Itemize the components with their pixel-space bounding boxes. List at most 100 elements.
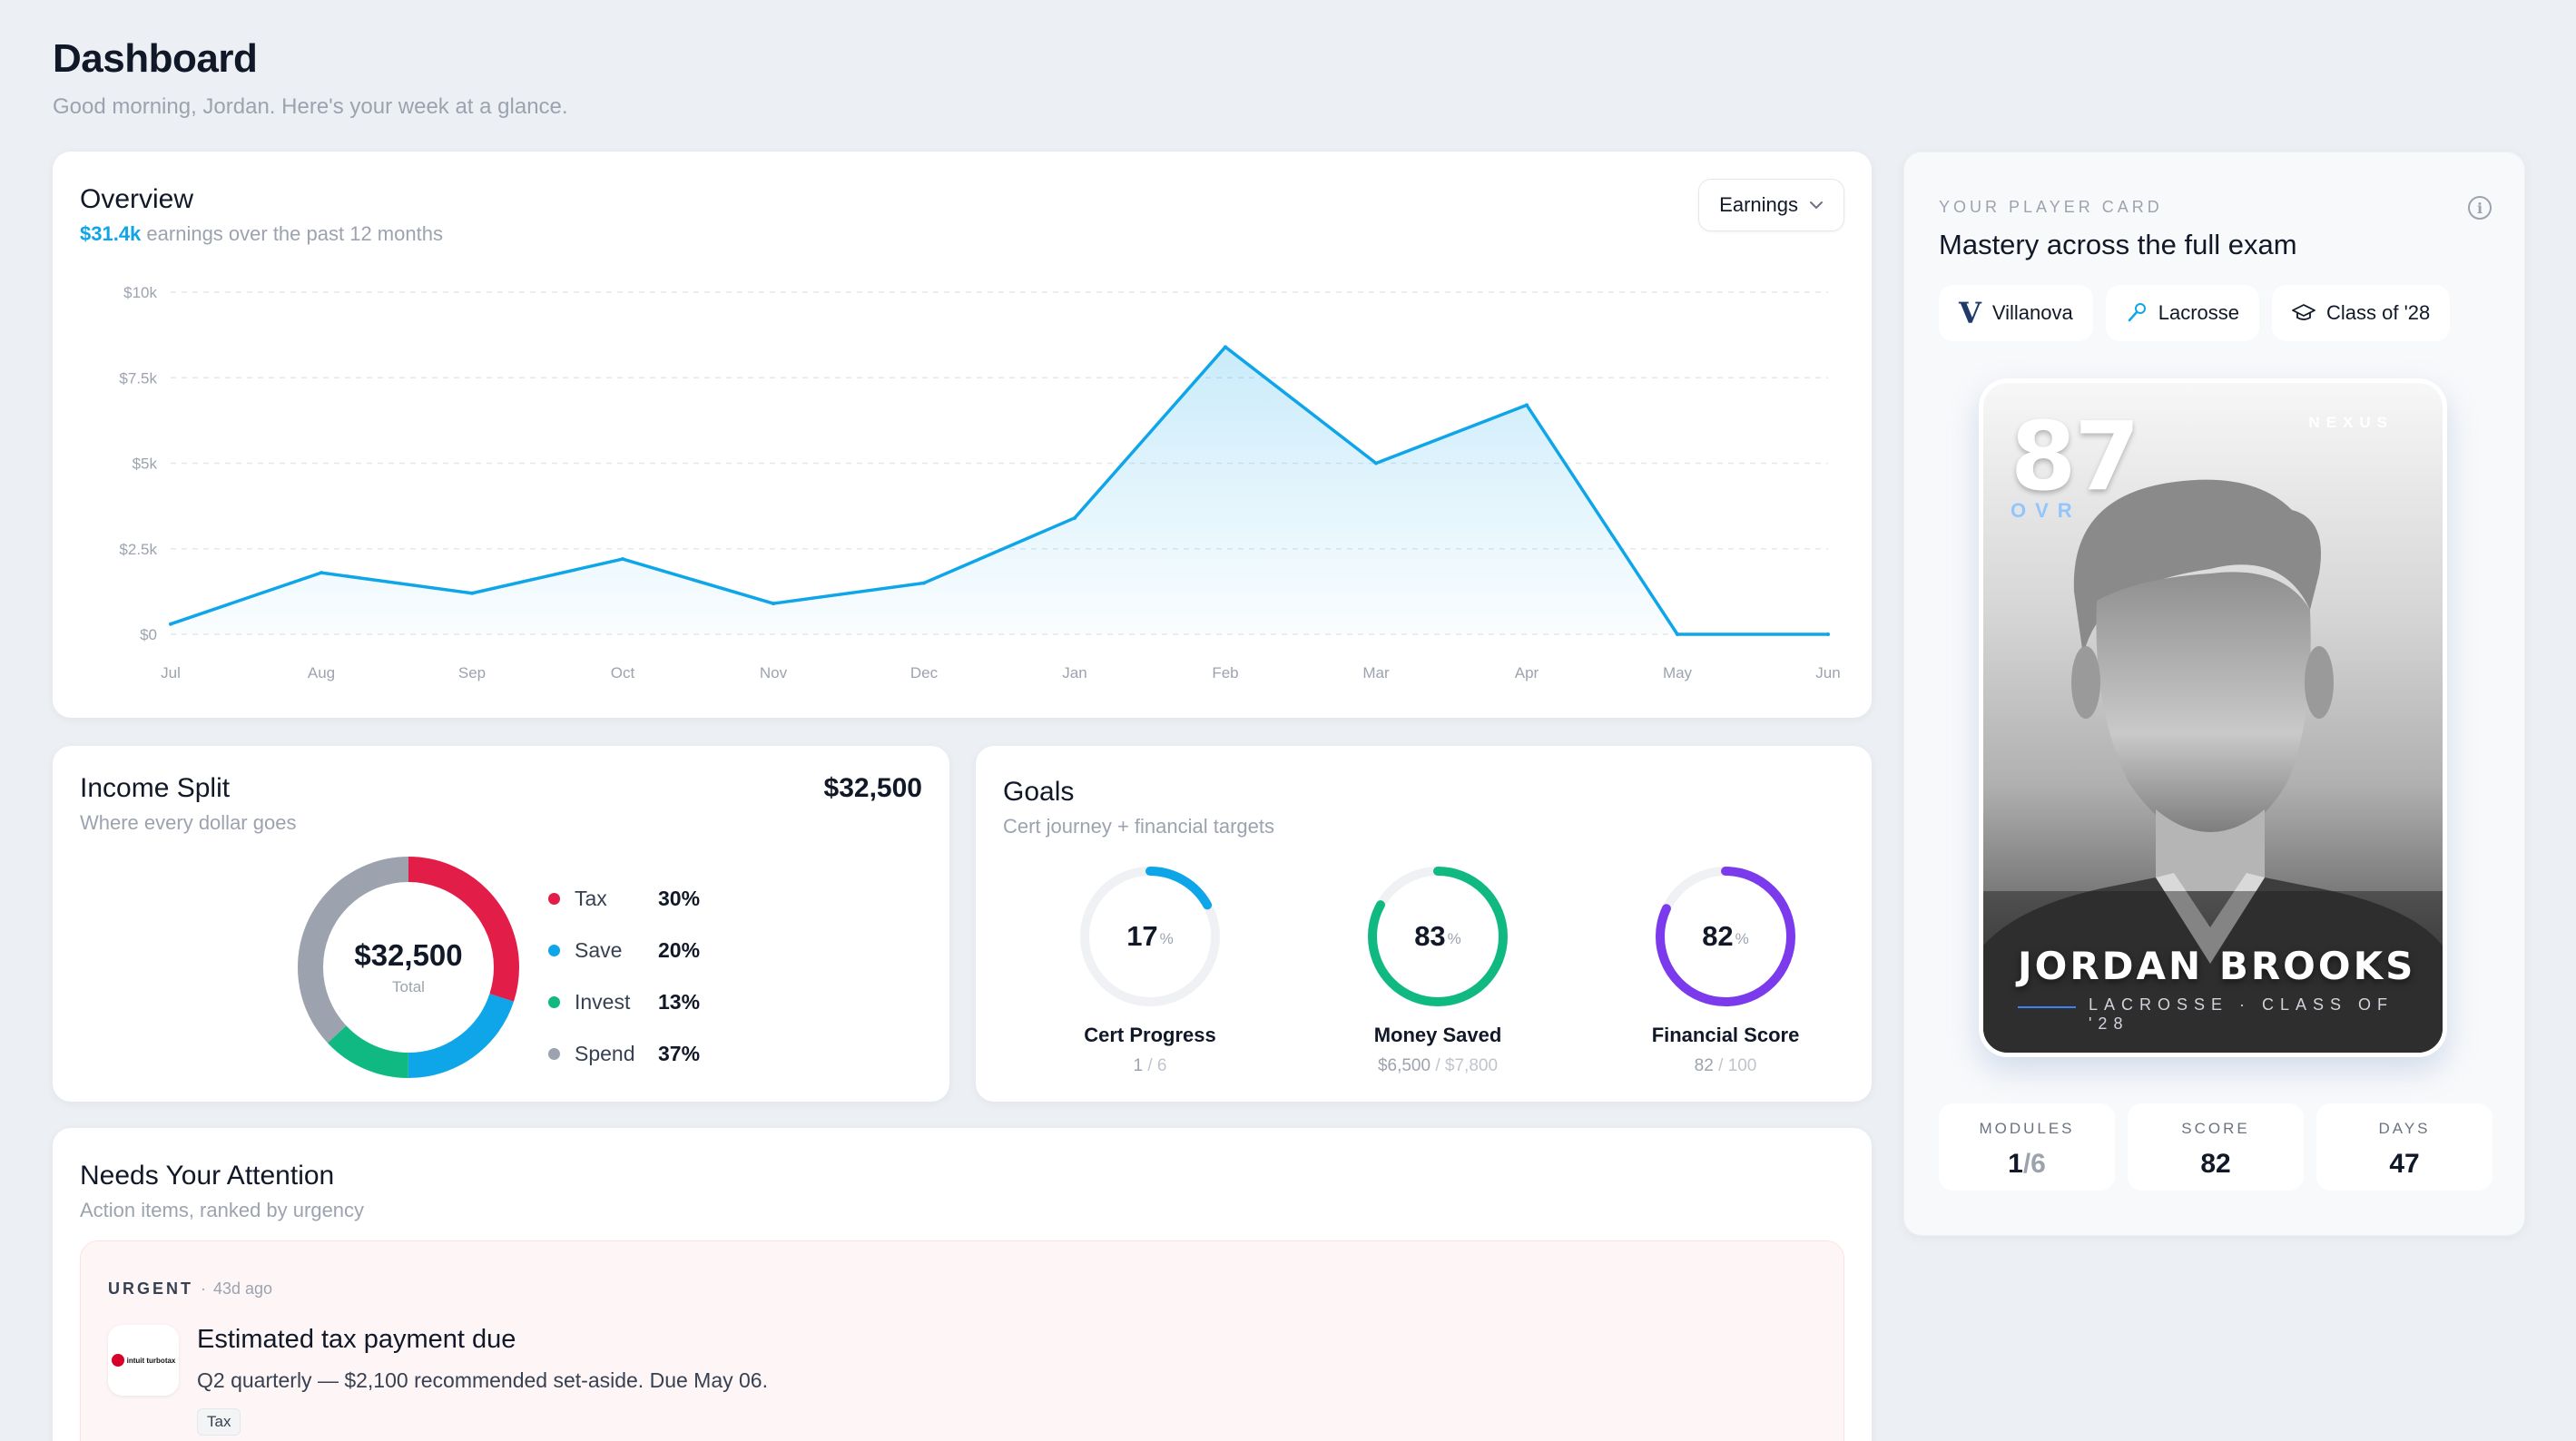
graduation-cap-icon [2292,304,2315,320]
stat-value: 82 [2128,1149,2304,1180]
data-point-may[interactable] [1676,632,1679,636]
goal-label: Cert Progress [1084,1024,1216,1046]
stat-label: MODULES [1979,1120,2075,1137]
data-point-aug[interactable] [320,571,323,575]
income-donut-chart [298,857,519,1078]
goal-detail: $6,500 / $7,800 [1320,1056,1556,1076]
urgency-badge: URGENT [108,1279,193,1298]
chip-class[interactable]: Class of '28 [2272,285,2451,341]
page-title: Dashboard [53,36,258,81]
stat-score: SCORE 82 [2128,1103,2304,1191]
legend-value: 30% [658,887,701,910]
overview-title: Overview [80,184,194,214]
goal-ring: 17% [1077,864,1223,1009]
stat-value-main: 1 [2008,1149,2023,1179]
goal-detail-current: 82 [1694,1056,1714,1075]
income-legend: Tax 30% Save 20% Invest 13% Spend 37% [548,873,700,1080]
overview-amount: $31.4k [80,222,142,245]
goal-percent-unit: % [1447,930,1461,947]
legend-value: 13% [658,990,701,1014]
x-tick-label: Dec [910,664,939,681]
meta-separator: · [201,1279,206,1298]
legend-item-tax: Tax 30% [548,873,700,925]
turbotax-mark-icon [111,1354,124,1367]
income-total: $32,500 [823,773,922,803]
chip-sport[interactable]: Lacrosse [2105,285,2259,341]
alert-item[interactable]: URGENT · 43d ago intuit turbotax Estimated… [80,1240,1844,1441]
player-chips: V Villanova Lacrosse Class of '28 [1939,285,2451,341]
x-tick-label: Jul [161,664,181,681]
goal-detail-target: / 100 [1713,1056,1757,1075]
data-point-jun[interactable] [1826,632,1830,636]
stat-label: DAYS [2378,1120,2431,1137]
data-point-jul[interactable] [169,622,172,626]
accent-divider [2018,1006,2076,1008]
alert-tag: Tax [197,1408,241,1436]
progress-ring [1656,867,1795,1006]
goals-subtitle: Cert journey + financial targets [1003,815,1274,838]
goal-percent: 83% [1365,864,1510,1009]
player-subtitle: LACROSSE · CLASS OF '28 [2089,995,2394,1033]
income-title: Income Split [80,773,231,803]
player-silhouette [1983,479,2443,1053]
page-subtitle: Good morning, Jordan. Here's your week a… [53,94,568,119]
progress-arc [1368,867,1508,1006]
legend-dot [548,893,560,905]
info-icon[interactable]: i [2468,196,2492,220]
goal-detail-current: 1 [1133,1056,1144,1075]
chip-school[interactable]: V Villanova [1939,285,2093,341]
attention-subtitle: Action items, ranked by urgency [80,1199,365,1221]
progress-arc [1656,867,1795,1006]
goal-ring: 83% [1365,864,1510,1009]
overall-rating: 87 [2011,401,2140,512]
goal-percent-unit: % [1159,930,1174,947]
data-point-feb[interactable] [1224,345,1227,349]
attention-title: Needs Your Attention [80,1161,335,1191]
player-rating-card[interactable]: 87 OVR NEXUS JORDAN BROOKS LACROSSE · CL… [1979,378,2447,1057]
data-point-apr[interactable] [1525,403,1529,407]
legend-item-save: Save 20% [548,925,700,976]
goal-label: Money Saved [1373,1024,1502,1046]
data-point-mar[interactable] [1374,461,1378,466]
chip-label: Class of '28 [2326,301,2431,324]
player-eyebrow: YOUR PLAYER CARD [1939,198,2163,216]
goal-financial-score: 82% Financial Score 82 / 100 [1608,864,1844,1076]
legend-label: Invest [575,990,631,1014]
income-subtitle: Where every dollar goes [80,811,297,834]
donut-slice-spend[interactable] [298,857,519,1078]
goal-detail-target: / $7,800 [1431,1056,1499,1075]
donut-center: $32,500 Total [298,857,519,1078]
earnings-area-fill [171,347,1828,634]
stat-label: SCORE [2181,1120,2250,1137]
alert-title: Estimated tax payment due [197,1325,516,1354]
y-tick-label: $0 [140,626,157,643]
y-tick-label: $2.5k [119,541,157,558]
x-tick-label: Jan [1062,664,1086,681]
data-point-dec[interactable] [922,581,926,585]
page-header: Dashboard Good morning, Jordan. Here's y… [53,36,568,120]
goal-detail: 82 / 100 [1608,1056,1844,1076]
alert-age: 43d ago [213,1279,273,1298]
overall-rating-label: OVR [2011,499,2081,522]
goal-cert-progress: 17% Cert Progress 1 / 6 [1032,864,1268,1076]
goal-detail-current: $6,500 [1377,1056,1431,1075]
logo-text: intuit turbotax [126,1356,176,1365]
lacrosse-stick-icon [2128,303,2146,322]
x-tick-label: Oct [611,664,635,681]
legend-value: 37% [658,1042,701,1065]
card-brand: NEXUS [2308,414,2394,431]
data-point-jan[interactable] [1073,515,1077,520]
stat-modules: MODULES 1/6 [1939,1103,2115,1191]
chevron-down-icon [1810,201,1823,209]
goal-percent-value: 82 [1702,920,1734,952]
player-name: JORDAN BROOKS [2018,944,2416,988]
data-point-sep[interactable] [470,591,474,595]
data-point-oct[interactable] [621,557,624,562]
goal-percent-value: 17 [1126,920,1158,952]
stat-value-total: /6 [2022,1149,2046,1179]
attention-card: Needs Your Attention Action items, ranke… [53,1128,1872,1441]
data-point-nov[interactable] [772,602,775,606]
donut-slice-save[interactable] [298,857,519,1078]
metric-dropdown[interactable]: Earnings [1698,179,1844,231]
goal-money-saved: 83% Money Saved $6,500 / $7,800 [1320,864,1556,1076]
